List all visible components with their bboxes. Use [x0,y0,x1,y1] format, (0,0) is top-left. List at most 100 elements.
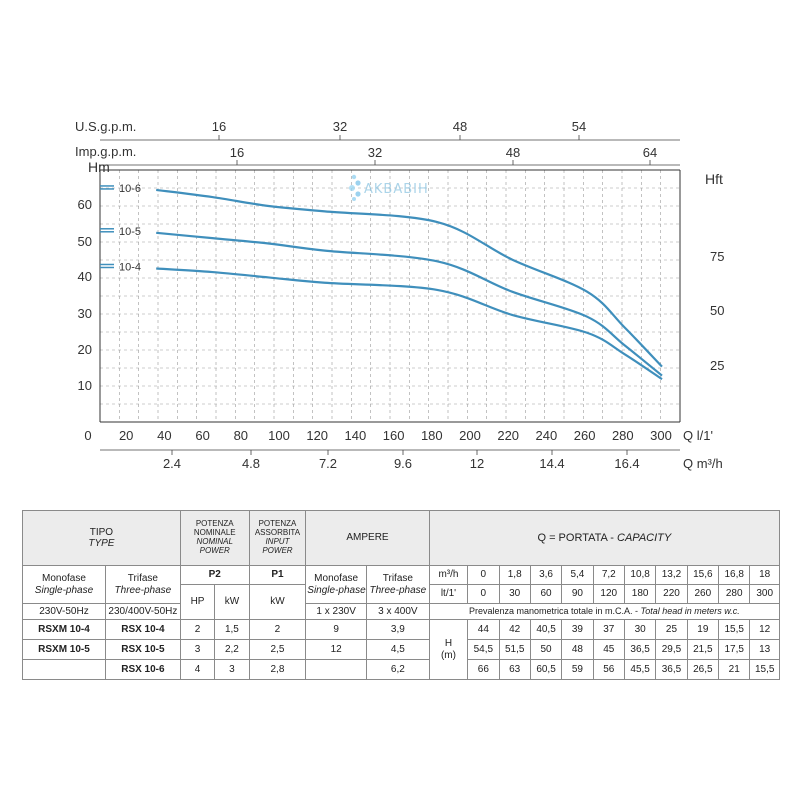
curve-10-5 [156,231,663,377]
pa-line3: INPUT [265,537,290,546]
q-lt-value: 260 [686,584,720,604]
h-label: H [444,638,453,650]
y-tick-label: 60 [78,197,92,212]
ft-tick-label: 50 [710,303,724,318]
h-value: 29,5 [655,639,688,660]
x-tick-label: 20 [119,428,133,443]
impgpm-tick-label: 32 [368,145,382,160]
portata-label: Q = PORTATA - [537,531,618,544]
q-m3h-value: 7,2 [592,565,625,585]
single-phase-label: Single-phase [34,584,94,596]
m3h-tick-label: 9.6 [394,456,412,471]
tipo-label: TIPO [89,526,114,538]
h-value: 21 [718,659,751,680]
h-value: 45 [592,639,625,660]
header-row-1: TIPO TYPE POTENZA NOMINALE NOMINAL POWER… [22,510,781,566]
lt-unit: lt/1' [428,584,469,604]
amp-mono-value [305,659,367,680]
h-value: 66 [467,659,500,680]
q-m3h-value: 10,8 [623,565,657,585]
q-m3h-value: 5,4 [561,565,594,585]
h-value: 45,5 [623,659,657,680]
model-mono: RSXM 10-5 [22,639,106,660]
ampere-header: AMPERE [305,510,430,566]
q-m3h-value: 13,2 [655,565,688,585]
amp-tri-header: Trifase Three-phase [365,565,430,604]
h-value: 44 [467,619,500,640]
prevalenza-label: Prevalenza manometrica totale in m.C.A. … [468,606,641,617]
capacity-header: Q = PORTATA - CAPACITY [428,510,781,566]
axis-ticks [171,135,651,455]
p1-value: 2,8 [248,659,307,680]
pa-line2: ASSORBITA [254,528,301,538]
m3h-tick-label: 12 [470,456,484,471]
h-value: 17,5 [718,639,751,660]
volt-mono: 230V-50Hz [22,603,106,620]
curves [100,185,663,381]
total-head-note: Prevalenza manometrica totale in m.C.A. … [428,603,781,620]
type-label: TYPE [88,538,115,549]
curve-10-4 [156,267,663,381]
us-gpm-axis-label: U.S.g.p.m. [75,119,136,134]
watermark-text: AKBABIH [364,182,429,197]
p1-value: 2 [248,619,307,640]
h-value: 36,5 [655,659,688,680]
impgpm-tick-label: 48 [506,145,520,160]
usgpm-tick-label: 48 [453,119,467,134]
amp-mono-value: 12 [305,639,367,660]
amp-tri-value: 6,2 [365,659,430,680]
imp-gpm-axis-label: Imp.g.p.m. [75,144,136,159]
q-lt-value: 300 [749,584,780,604]
x-unit-m3h: Q m³/h [683,456,723,471]
x-tick-label: 140 [345,428,367,443]
kw-value: 2,2 [214,639,250,660]
curve-10-6 [156,188,663,368]
model-tri: RSX 10-5 [104,639,181,660]
amp-trifase-label: Trifase [382,573,413,585]
m3h-tick-label: 16.4 [614,456,639,471]
h-value: 15,5 [718,619,751,640]
three-phase-label: Three-phase [114,584,172,596]
monofase-cell: Monofase Single-phase [22,565,106,604]
header-row-2: Monofase Single-phase Trifase Three-phase … [22,565,780,604]
q-lt-value: 0 [467,584,500,604]
axis-labels: 0 20 40 60 80 100 120 140 160 180 200 220 240 260 280 3… [78,119,725,471]
q-m3h-value: 18 [749,565,780,585]
usgpm-tick-label: 32 [333,119,347,134]
pa-line4: POWER [262,545,293,555]
h-value: 36,5 [623,639,657,660]
q-lt-value: 180 [623,584,657,604]
tipo-header-cell: TIPO TYPE [22,510,181,566]
m3h-tick-label: 2.4 [163,456,181,471]
h-value: 39 [561,619,594,640]
h-value: 12 [749,619,780,640]
header-row-4: 230V-50Hz 230/400V-50Hz 1 x 230V 3 x 400… [22,603,781,620]
h-value: 51,5 [498,639,531,660]
y-unit-left: Hm [88,159,110,175]
m3h-tick-label: 7.2 [319,456,337,471]
h-value: 42 [498,619,531,640]
x-tick-label: 80 [234,428,248,443]
amp-single-phase-label: Single-phase [307,584,366,596]
q-m3h-value: 3,6 [529,565,563,585]
usgpm-tick-label: 16 [212,119,226,134]
p2-header: P2 [179,565,250,585]
h-value: 63 [498,659,531,680]
h-value: 26,5 [686,659,720,680]
h-value: 19 [686,619,720,640]
x-tick-label: 240 [536,428,558,443]
q-lt-value: 280 [718,584,751,604]
amp-tri-value: 4,5 [365,639,430,660]
amp-three-phase-label: Three-phase [369,584,427,596]
pn-line2: NOMINALE [193,528,236,538]
ft-tick-label: 75 [710,249,724,264]
table-row: RSX 10-6 4 3 2,8 6,2 66 63 60,5 59 56 45… [22,659,780,680]
h-value: 15,5 [749,659,780,680]
pa-line1: POTENZA [258,519,297,529]
q-m3h-value: 16,8 [718,565,751,585]
y-tick-label: 10 [78,378,92,393]
m3h-tick-label: 14.4 [539,456,564,471]
curve-label: 10-5 [119,226,141,238]
kw-header: kW [214,584,250,620]
y-tick-label: 40 [78,269,92,284]
